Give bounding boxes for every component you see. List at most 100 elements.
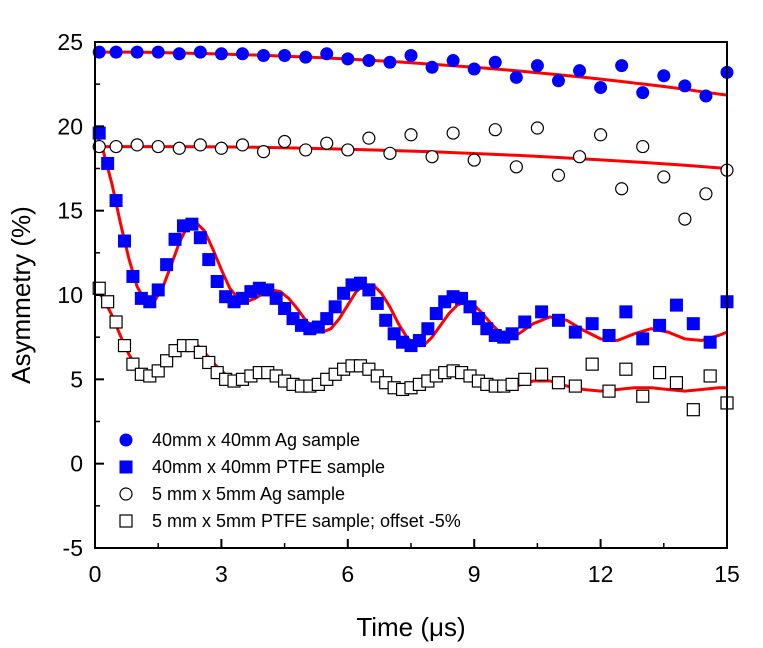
data-point [328,300,342,314]
data-point [101,156,115,170]
data-point [404,128,418,142]
x-tick-label: 15 [714,561,740,587]
data-point [505,327,519,341]
legend-marker [119,433,133,447]
data-point [703,369,717,383]
data-point [699,187,713,201]
data-point [686,317,700,331]
data-point [636,389,650,403]
data-point [160,354,174,368]
data-point [214,141,228,155]
data-point [471,312,485,326]
legend: 40mm x 40mm Ag sample 40mm x 40mm PTFE sa… [119,430,461,531]
y-tick-label: 25 [57,29,83,55]
x-tick-label: 9 [468,561,481,587]
data-point [535,305,549,319]
data-point [278,134,292,149]
data-point [463,300,477,314]
legend-item: 40mm x 40mm PTFE sample [119,457,385,477]
legend-label: 5 mm x 5mm Ag sample [152,484,345,504]
data-point [636,332,650,346]
data-point [446,126,460,140]
data-point [362,54,376,68]
x-tick-label: 0 [89,561,102,587]
data-point [488,55,502,69]
data-point [615,59,629,73]
data-point [551,376,566,390]
data-point [585,317,599,331]
data-point [151,139,165,154]
data-point [193,45,207,59]
data-point [256,145,271,159]
data-point [193,231,207,245]
y-tick-label: 0 [70,451,83,477]
series-4 [92,281,734,417]
data-point [160,258,174,272]
data-point [185,217,199,231]
data-point [653,318,667,332]
data-point [214,47,228,61]
data-point [370,296,384,310]
data-point [404,48,418,62]
data-point [130,138,144,152]
data-point [509,70,523,84]
data-point [151,283,165,297]
data-point [652,365,667,380]
data-point [109,194,123,208]
data-point [130,45,144,59]
data-point [379,313,393,327]
data-point [126,269,140,283]
data-point [151,45,165,59]
data-point [421,322,435,336]
data-point [678,79,692,93]
data-point [669,376,684,390]
data-point [341,52,355,66]
data-point [602,384,616,398]
data-point [619,362,633,376]
data-point [429,307,443,321]
y-tick-label: -5 [63,535,83,561]
data-point [299,143,313,157]
data-point [109,315,123,329]
x-axis-title: Time (μs) [356,612,465,642]
data-point [193,345,207,359]
data-point [109,139,123,154]
data-point [117,339,132,353]
data-point [551,313,565,327]
data-point [101,295,115,309]
data-point [299,50,313,64]
data-point [594,81,608,95]
data-point [341,143,355,157]
data-point [636,86,650,100]
data-point [362,283,376,297]
data-point [172,47,186,61]
legend-item: 5 mm x 5mm PTFE sample; offset -5% [119,511,461,531]
data-point [518,315,532,329]
data-point [636,139,650,154]
data-point [615,182,629,196]
data-point [320,136,334,150]
legend-label: 40mm x 40mm PTFE sample [152,457,385,477]
data-point [168,232,182,246]
data-point [92,139,106,154]
data-point [530,121,545,135]
y-tick-label: 15 [57,198,83,224]
legend-marker [119,460,133,474]
data-point [425,60,439,74]
data-point [703,335,717,349]
data-point [172,141,186,155]
data-point [551,168,566,182]
data-point [619,305,633,319]
data-point [573,64,587,78]
data-point [568,379,582,393]
y-tick-label: 10 [57,282,83,308]
legend-label: 5 mm x 5mm PTFE sample; offset -5% [152,511,461,531]
data-point [202,355,216,370]
legend-item: 40mm x 40mm Ag sample [119,430,360,450]
data-point [530,59,544,73]
data-point [488,123,502,137]
data-point [509,160,523,174]
data-point [278,48,292,62]
data-point [320,312,334,326]
